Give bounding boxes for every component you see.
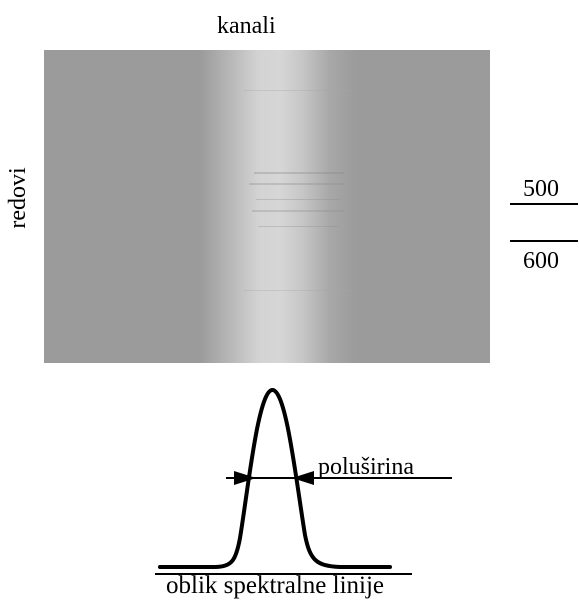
spectral-band bbox=[44, 50, 490, 363]
channels-label: kanali bbox=[217, 13, 276, 39]
scale-label-600: 600 bbox=[523, 248, 559, 274]
line-shape-caption: oblik spektralne linije bbox=[166, 572, 385, 599]
caption-underline bbox=[155, 573, 412, 575]
spectral-band-texture bbox=[244, 90, 354, 291]
scale-tick-600 bbox=[510, 240, 578, 242]
arrow-left-pointing-icon bbox=[292, 471, 314, 485]
line-profile-diagram bbox=[158, 388, 452, 569]
line-profile-curve bbox=[158, 388, 392, 569]
scale-label-500: 500 bbox=[523, 176, 559, 202]
half-width-label: poluširina bbox=[318, 454, 414, 480]
spectrum-image bbox=[44, 50, 490, 363]
scale-tick-500 bbox=[510, 203, 578, 205]
arrow-right-pointing-icon bbox=[234, 471, 256, 485]
rows-label: redovi bbox=[5, 167, 31, 229]
